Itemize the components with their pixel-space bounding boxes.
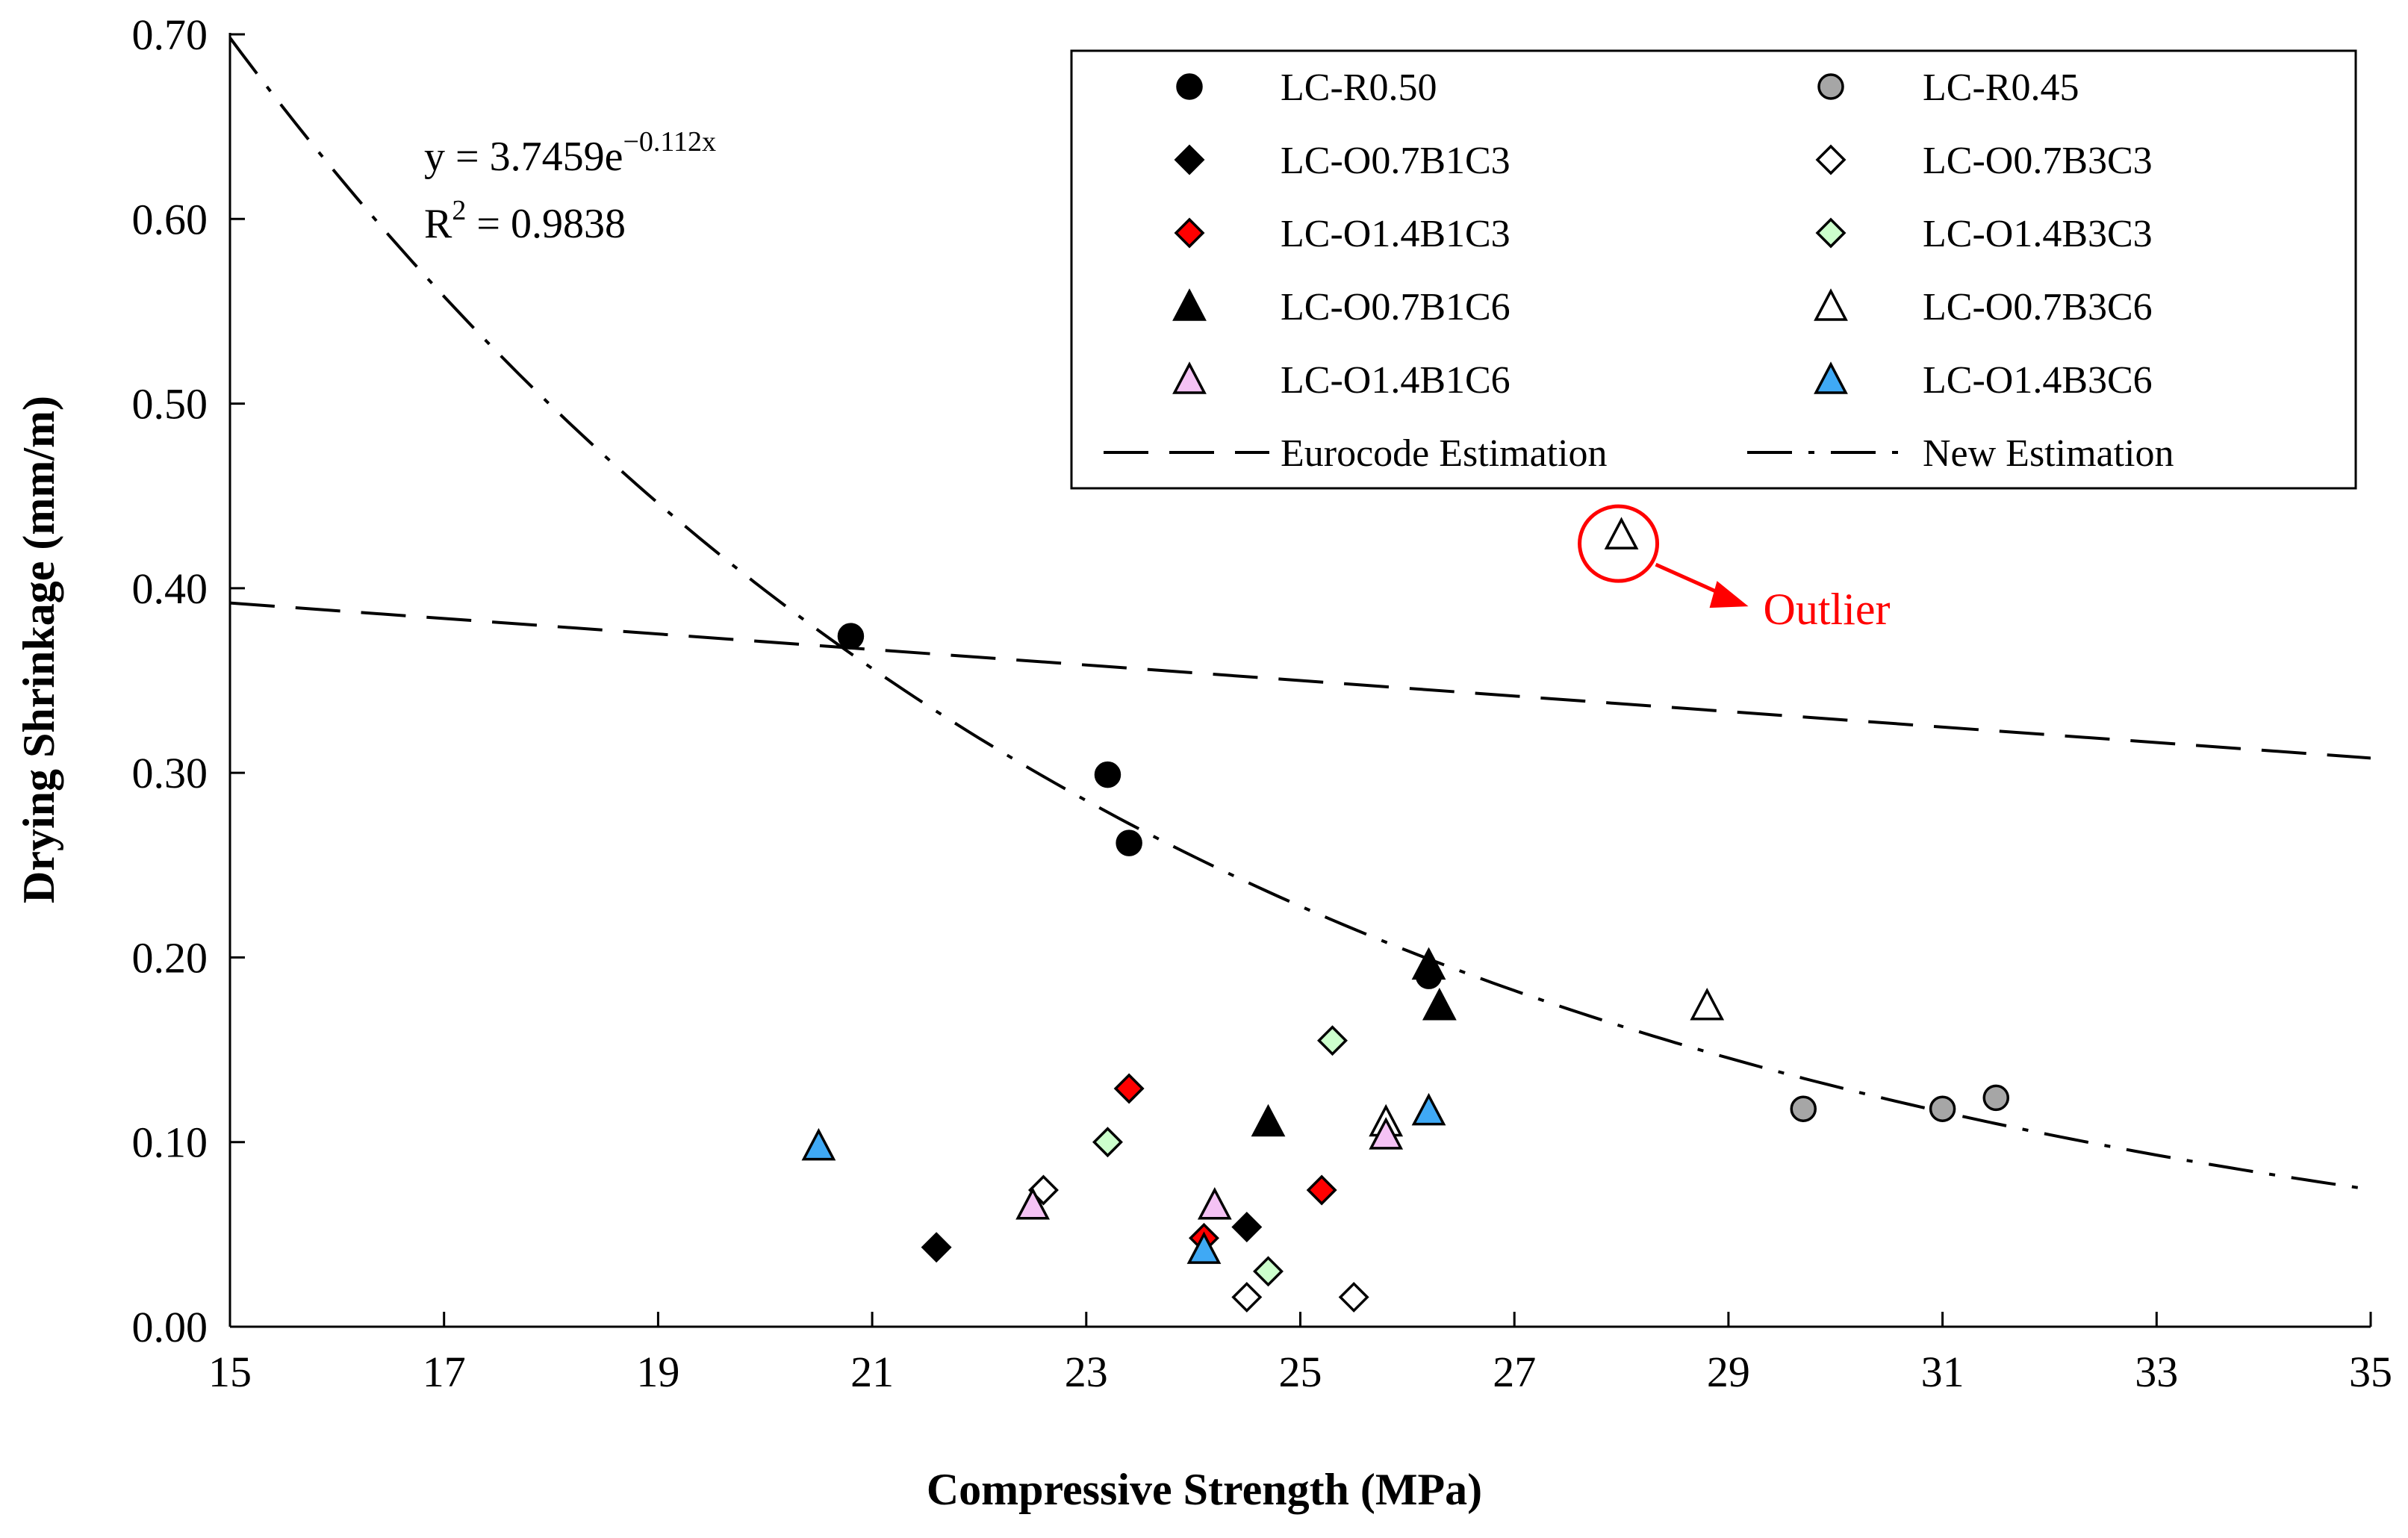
point-lc-o1-4b3c3 (1092, 1127, 1123, 1158)
legend-marker-lc-o1-4b3c3 (1815, 217, 1847, 249)
legend-marker-lc-o1-4b1c3 (1174, 217, 1205, 249)
point-lc-o0-7b1c6 (1411, 947, 1446, 980)
point-lc-o0-7b1c3 (921, 1232, 952, 1263)
y-tick-label: 0.40 (132, 564, 208, 613)
y-tick-label: 0.30 (132, 749, 208, 797)
y-axis-title: Drying Shrinkage (mm/m) (14, 396, 63, 903)
x-tick-label: 19 (636, 1348, 679, 1396)
point-lc-o1-4b3c3 (1253, 1256, 1284, 1287)
x-tick-label: 29 (1707, 1348, 1750, 1396)
point-lc-o1-4b3c3 (1317, 1025, 1348, 1056)
point-lc-r0-45 (1929, 1095, 1956, 1122)
x-tick-label: 35 (2349, 1348, 2392, 1396)
legend-marker-lc-o1-4b3c6 (1814, 361, 1848, 394)
legend-label-lc-o1-4b1c3: LC-O1.4B1C3 (1281, 213, 1511, 255)
axes: 15 17 19 21 23 25 27 29 31 33 35 0.00 0.10 0.20 0.30 0.… (132, 10, 2393, 1396)
point-lc-o0-7b3c3 (1338, 1281, 1369, 1313)
legend-box (1070, 49, 2357, 490)
legend-label-lc-o0-7b3c3: LC-O0.7B3C3 (1923, 140, 2153, 182)
point-lc-r0-50 (1116, 829, 1142, 856)
legend-label-lc-o0-7b1c6: LC-O0.7B1C6 (1281, 286, 1511, 329)
point-lc-o1-4b1c3 (1306, 1174, 1337, 1206)
point-lc-o1-4b1c3 (1113, 1073, 1145, 1104)
outlier-circle (1578, 504, 1660, 583)
outlier-arrow-line (1655, 562, 1727, 598)
point-lc-o1-4b3c6 (1411, 1092, 1446, 1126)
legend-marker-lc-r0-50 (1176, 73, 1203, 100)
eurocode-estimation-line (230, 601, 2371, 760)
outlier-arrow-head (1709, 581, 1749, 608)
legend-label-lc-o0-7b3c6: LC-O0.7B3C6 (1923, 286, 2153, 329)
y-tick-label: 0.70 (132, 10, 208, 59)
legend: LC-R0.50 LC-R0.45 LC-O0.7B1C3 LC-O0.7B3C3 LC… (1070, 49, 2357, 490)
r-squared-label: R2 = 0.9838 (424, 195, 626, 247)
legend-label-lc-o1-4b3c6: LC-O1.4B3C6 (1923, 359, 2153, 402)
legend-label-lc-o1-4b1c6: LC-O1.4B1C6 (1281, 359, 1511, 402)
x-tick-label: 25 (1279, 1348, 1322, 1396)
x-tick-label: 21 (850, 1348, 894, 1396)
legend-marker-lc-o0-7b3c6 (1814, 288, 1848, 321)
point-lc-o1-4b3c6 (801, 1127, 836, 1161)
legend-label-lc-r0-45: LC-R0.45 (1923, 66, 2079, 109)
point-lc-o0-7b1c6 (1251, 1103, 1286, 1137)
point-lc-o0-7b1c6 (1422, 987, 1457, 1021)
point-lc-o0-7b1c3 (1231, 1211, 1263, 1242)
y-tick-label: 0.00 (132, 1303, 208, 1351)
legend-label-new-estimation: New Estimation (1923, 432, 2174, 475)
x-tick-label: 33 (2135, 1348, 2178, 1396)
y-tick-label: 0.50 (132, 380, 208, 429)
point-lc-r0-45 (1790, 1095, 1817, 1122)
legend-label-eurocode-estimation: Eurocode Estimation (1281, 432, 1608, 475)
legend-marker-lc-r0-45 (1817, 73, 1844, 100)
outlier-annotation: Outlier (1578, 504, 1891, 634)
point-lc-o0-7b3c6 (1690, 987, 1725, 1021)
point-lc-r0-50 (837, 623, 865, 650)
y-tick-label: 0.60 (132, 195, 208, 243)
x-axis-title: Compressive Strength (MPa) (927, 1465, 1482, 1514)
legend-label-lc-o0-7b1c3: LC-O0.7B1C3 (1281, 140, 1511, 182)
legend-label-lc-r0-50: LC-R0.50 (1281, 66, 1437, 109)
legend-label-lc-o1-4b3c3: LC-O1.4B3C3 (1923, 213, 2153, 255)
legend-marker-lc-o0-7b3c3 (1815, 144, 1847, 175)
x-tick-label: 23 (1065, 1348, 1108, 1396)
x-tick-label: 15 (208, 1348, 252, 1396)
x-tick-label: 17 (423, 1348, 466, 1396)
data-points (801, 517, 2010, 1313)
legend-marker-lc-o0-7b1c3 (1174, 144, 1205, 175)
new-estimation-curve (230, 37, 2371, 1192)
x-tick-label: 31 (1921, 1348, 1964, 1396)
legend-marker-lc-o1-4b1c6 (1172, 361, 1207, 394)
point-lc-o0-7b3c6 (1604, 517, 1639, 549)
point-lc-o1-4b1c6 (1369, 1117, 1404, 1150)
trend-lines (230, 37, 2371, 1192)
point-lc-o1-4b1c6 (1015, 1187, 1051, 1220)
equation-label: y = 3.7459e−0.112x (424, 126, 716, 180)
y-tick-label: 0.20 (132, 933, 208, 982)
point-lc-o1-4b1c6 (1197, 1187, 1232, 1220)
point-lc-r0-50 (1094, 761, 1121, 788)
x-tick-label: 27 (1493, 1348, 1536, 1396)
point-lc-o0-7b3c3 (1231, 1281, 1263, 1313)
point-lc-r0-45 (1982, 1084, 2010, 1112)
point-lc-o1-4b3c6 (1186, 1231, 1222, 1264)
outlier-label: Outlier (1764, 585, 1891, 634)
y-tick-label: 0.10 (132, 1118, 208, 1167)
legend-marker-lc-o0-7b1c6 (1172, 288, 1207, 321)
